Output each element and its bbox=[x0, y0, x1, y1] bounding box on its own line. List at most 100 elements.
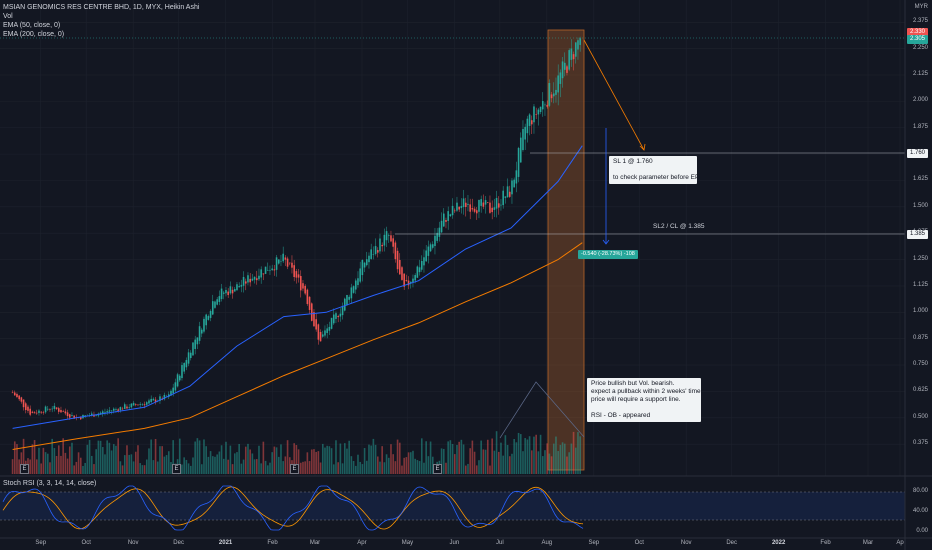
candle bbox=[132, 402, 135, 406]
volume-bar bbox=[471, 440, 474, 474]
candle bbox=[299, 275, 302, 291]
earnings-marker[interactable]: E bbox=[433, 464, 442, 474]
volume-bar bbox=[244, 446, 247, 474]
measure-label[interactable]: -0.540 (-28.73%) -108 bbox=[578, 250, 638, 259]
volume-bar bbox=[420, 438, 423, 474]
candle bbox=[150, 398, 152, 402]
volume-bar bbox=[49, 462, 51, 474]
volume-bar bbox=[365, 460, 368, 474]
y-tick-12: 0.875 bbox=[912, 334, 928, 341]
candle bbox=[286, 258, 289, 267]
volume-bar bbox=[379, 461, 381, 474]
candle bbox=[293, 265, 295, 278]
volume-bar bbox=[53, 448, 56, 474]
volume-bar bbox=[269, 462, 271, 474]
volume-bar bbox=[258, 445, 260, 474]
x-tick-3: Dec bbox=[173, 540, 184, 546]
sl2-note[interactable]: SL2 / CL @ 1.385 bbox=[653, 223, 705, 230]
volume-bar bbox=[449, 440, 452, 474]
volume-bar bbox=[66, 458, 69, 474]
volume-bar bbox=[533, 436, 535, 474]
volume-bar bbox=[396, 439, 399, 474]
volume-bar bbox=[414, 458, 416, 474]
volume-bar bbox=[557, 451, 559, 474]
volume-bar bbox=[394, 461, 397, 474]
candle bbox=[324, 330, 326, 336]
volume-bar bbox=[62, 438, 64, 474]
volume-bar bbox=[44, 452, 47, 474]
candle bbox=[414, 275, 416, 281]
projection-arrow[interactable] bbox=[583, 39, 645, 151]
volume-bar bbox=[11, 459, 14, 474]
candle bbox=[365, 259, 368, 266]
candle bbox=[423, 257, 425, 266]
candle bbox=[60, 410, 62, 413]
volume-bar bbox=[233, 453, 236, 474]
volume-bar bbox=[372, 438, 375, 474]
candle bbox=[480, 199, 482, 206]
volume-bar bbox=[280, 444, 282, 474]
volume-bar bbox=[22, 438, 25, 474]
volume-bar bbox=[361, 464, 364, 474]
candle bbox=[374, 246, 377, 255]
candle bbox=[181, 365, 183, 379]
volume-bar bbox=[504, 435, 507, 474]
volume-bar bbox=[60, 455, 62, 474]
candle bbox=[471, 208, 474, 210]
candle bbox=[370, 249, 372, 259]
volume-bar bbox=[339, 443, 342, 474]
candle bbox=[475, 210, 478, 214]
candle bbox=[253, 276, 256, 280]
volume-bar bbox=[185, 459, 188, 474]
earnings-marker[interactable]: E bbox=[172, 464, 181, 474]
candle bbox=[508, 191, 511, 197]
volume-bar bbox=[112, 444, 115, 474]
volume-bar bbox=[526, 439, 529, 474]
price-tag-high: 2.330 bbox=[907, 28, 929, 37]
volume-bar bbox=[570, 443, 573, 474]
candle bbox=[555, 89, 557, 95]
volume-bar bbox=[101, 447, 104, 474]
price-tag-current: 2.305 bbox=[907, 35, 929, 44]
candle bbox=[106, 411, 108, 413]
candle bbox=[511, 180, 513, 195]
candle bbox=[548, 83, 551, 106]
volume-bar bbox=[132, 461, 135, 474]
candle bbox=[522, 128, 524, 151]
candle bbox=[282, 253, 284, 262]
y-tick-11: 1.000 bbox=[912, 308, 928, 315]
candle bbox=[394, 242, 397, 260]
volume-trendline[interactable] bbox=[499, 381, 585, 439]
volume-bar bbox=[427, 456, 430, 474]
volume-bar bbox=[189, 465, 192, 474]
candle bbox=[416, 266, 419, 278]
sl1-note[interactable]: SL 1 @ 1.760 to check parameter before E… bbox=[609, 156, 699, 184]
x-tick-0: Sep bbox=[35, 540, 47, 546]
candle bbox=[255, 278, 258, 281]
candle bbox=[189, 352, 192, 359]
candle bbox=[363, 262, 366, 268]
volume-bar bbox=[117, 438, 119, 474]
volume-bar bbox=[524, 438, 526, 474]
candle bbox=[308, 296, 311, 310]
candle bbox=[64, 411, 67, 414]
candle bbox=[392, 238, 394, 247]
volume-bar bbox=[550, 456, 553, 474]
candle bbox=[306, 289, 309, 304]
volume-bar bbox=[574, 447, 577, 474]
volume-bar bbox=[275, 447, 278, 474]
candle bbox=[123, 404, 126, 409]
comment-note[interactable]: Price bullish but Vol. bearish. expect a… bbox=[587, 378, 702, 422]
y-tick-4: 1.875 bbox=[912, 123, 928, 130]
volume-bar bbox=[368, 444, 370, 474]
candle bbox=[46, 408, 49, 410]
volume-bar bbox=[282, 461, 284, 474]
volume-bar bbox=[55, 455, 58, 474]
candle bbox=[491, 207, 493, 213]
candle bbox=[130, 403, 133, 408]
candle bbox=[574, 42, 577, 57]
earnings-marker[interactable]: E bbox=[290, 464, 299, 474]
earnings-marker[interactable]: E bbox=[20, 464, 29, 474]
volume-bar bbox=[152, 460, 155, 474]
